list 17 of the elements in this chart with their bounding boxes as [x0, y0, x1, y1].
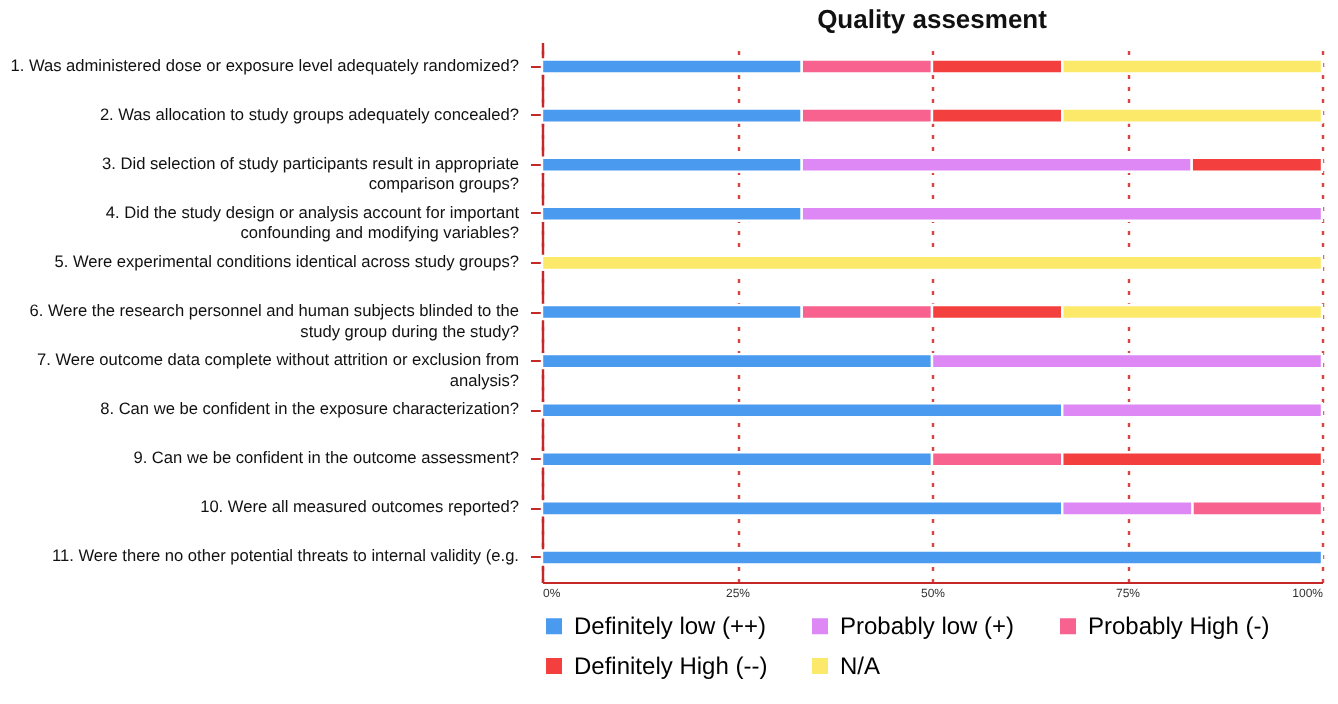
y-tick-label: 9. Can we be confident in the outcome assessment? — [133, 447, 520, 468]
legend-label: Definitely High (--) — [574, 652, 768, 680]
legend-label: Probably High (-) — [1088, 612, 1270, 641]
y-tick-label: 4. Did the study design or analysis account for important confounding and modifying variables? — [105, 201, 521, 243]
y-tick-label: 1. Was administered dose or exposure level adequately randomized? — [10, 54, 520, 75]
y-tick-label: 10. Were all measured outcomes reported? — [200, 496, 520, 517]
y-tick-label: 7. Were outcome data complete without attrition or exclusion from analysis? — [36, 349, 520, 390]
y-tick-label: 5. Were experimental conditions identical across study groups? — [54, 250, 520, 271]
y-tick-label: 6. Were the research personnel and human subjects blinded to the study group during the study? — [29, 300, 520, 341]
chart-title: Quality assesment — [817, 4, 1049, 34]
y-tick-label: 2. Was allocation to study groups adequately concealed? — [99, 103, 520, 124]
legend-label: N/A — [840, 652, 881, 680]
legend-label: Definitely low (++) — [574, 612, 767, 641]
y-tick-label: 3. Did selection of study participants result in appropriate comparison groups? — [102, 152, 520, 194]
legend-label: Probably low (+) — [840, 612, 1015, 641]
y-tick-label: 11. Were there no other potential threats to internal validity (e.g. — [51, 545, 519, 566]
y-tick-label: 8. Can we be confident in the exposure characterization? — [100, 398, 520, 419]
